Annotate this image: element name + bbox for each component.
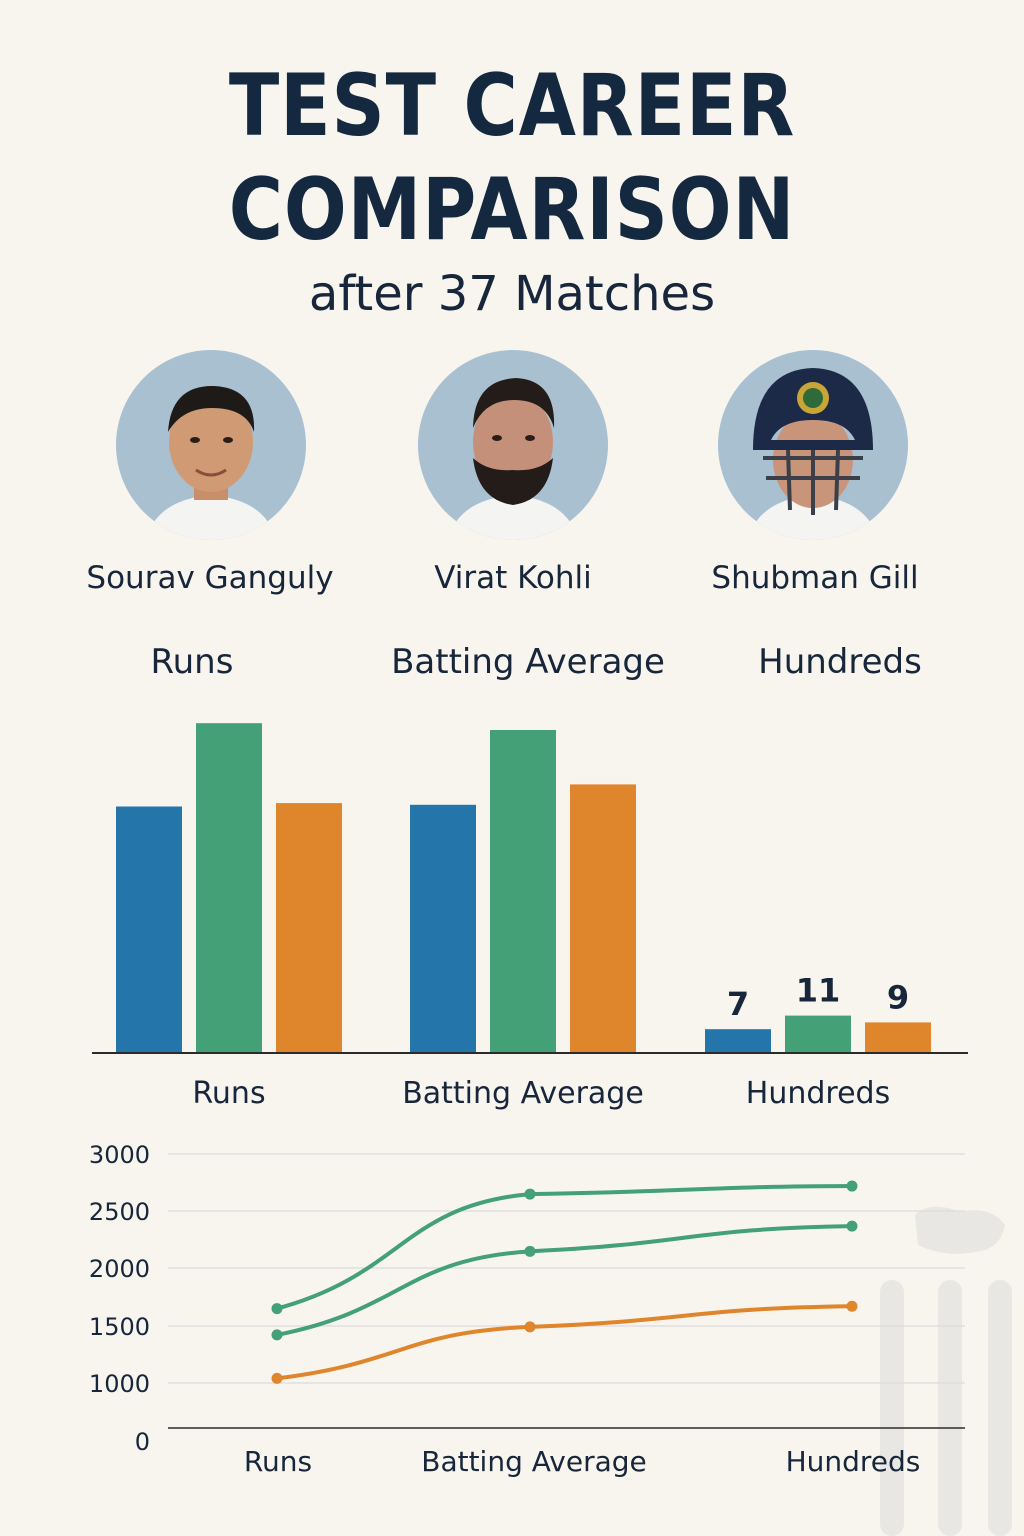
y-tick-label-1500: 1500 — [89, 1313, 150, 1341]
stumps-decoration — [880, 1206, 1012, 1536]
data-label-hundreds-sourav-ganguly: 7 — [727, 985, 749, 1023]
y-tick-label-3000: 3000 — [89, 1141, 150, 1169]
line-series-1 — [275, 1184, 854, 1311]
line-x-tick-label-hundreds: Hundreds — [786, 1445, 921, 1478]
bar-hundreds-shubman-gill — [865, 1022, 931, 1053]
x-tick-label-runs: Runs — [192, 1076, 265, 1111]
data-label-hundreds-shubman-gill: 9 — [887, 978, 909, 1016]
line-point-3-hundreds — [846, 1300, 858, 1312]
y-tick-label-2000: 2000 — [89, 1255, 150, 1283]
metric-header-runs: Runs — [150, 642, 234, 682]
line-point-3-runs — [271, 1372, 283, 1384]
y-tick-label-1000: 1000 — [89, 1370, 150, 1398]
metric-header-batting-average: Batting Average — [391, 642, 665, 682]
line-series-3 — [275, 1304, 854, 1381]
line-point-1-hundreds — [846, 1180, 858, 1192]
line-point-1-batting-average — [524, 1188, 536, 1200]
y-tick-label-0: 0 — [135, 1428, 150, 1456]
y-tick-label-2500: 2500 — [89, 1198, 150, 1226]
bar-batting-average-virat-kohli — [490, 730, 556, 1053]
player-name-ganguly: Sourav Ganguly — [86, 560, 334, 596]
line-point-2-hundreds — [846, 1220, 858, 1232]
bar-runs-sourav-ganguly — [116, 806, 182, 1053]
line-x-tick-label-runs: Runs — [244, 1445, 312, 1478]
bar-batting-average-sourav-ganguly — [410, 804, 476, 1053]
line-point-2-runs — [271, 1329, 283, 1341]
title-line-2: COMPARISON — [228, 160, 796, 260]
line-point-1-runs — [271, 1303, 283, 1315]
line-series-2 — [275, 1224, 854, 1337]
metric-header-hundreds: Hundreds — [758, 642, 922, 682]
player-name-kohli: Virat Kohli — [434, 560, 592, 596]
bar-runs-virat-kohli — [196, 723, 262, 1053]
line-x-tick-label-batting-average: Batting Average — [421, 1445, 647, 1478]
x-tick-label-batting-average: Batting Average — [402, 1076, 644, 1111]
bar-hundreds-sourav-ganguly — [705, 1029, 771, 1053]
bar-runs-shubman-gill — [276, 803, 342, 1053]
subtitle: after 37 Matches — [308, 266, 716, 322]
x-tick-label-hundreds: Hundreds — [746, 1076, 890, 1111]
bar-batting-average-shubman-gill — [570, 784, 636, 1053]
bar-hundreds-virat-kohli — [785, 1015, 851, 1053]
player-avatar-gill — [718, 350, 908, 540]
player-avatar-ganguly — [116, 350, 306, 540]
line-point-2-batting-average — [524, 1245, 536, 1257]
player-avatar-kohli — [418, 350, 608, 540]
title-line-1: TEST CAREER — [228, 56, 796, 156]
line-point-3-batting-average — [524, 1321, 536, 1333]
player-name-gill: Shubman Gill — [711, 560, 919, 596]
data-label-hundreds-virat-kohli: 11 — [796, 972, 841, 1010]
